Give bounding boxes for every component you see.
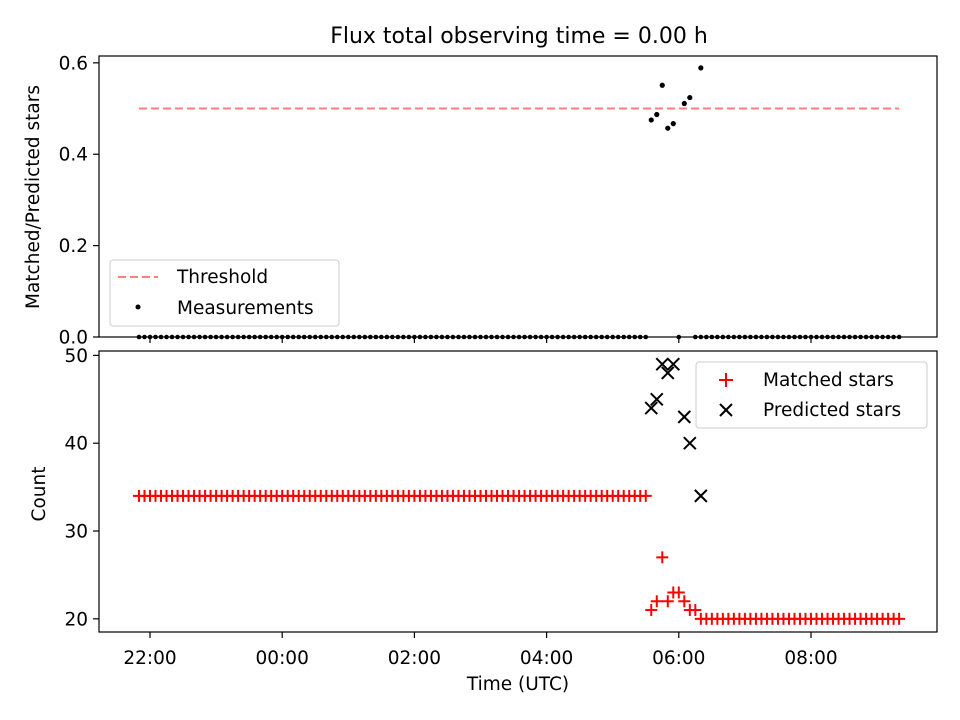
bottom-y-tick-label: 40 [64, 434, 88, 455]
legend-matched-swatch [719, 373, 733, 387]
bottom-y-axis-label: Count [29, 467, 50, 522]
legend-threshold-label: Threshold [176, 267, 268, 288]
legend-matched-label: Matched stars [763, 370, 894, 391]
top-x-tick-marks [149, 337, 812, 343]
predicted-star-point [644, 401, 658, 415]
bottom-x-axis: 22:00 00:00 02:00 04:00 06:00 08:00 [123, 632, 838, 669]
top-legend-frame [109, 259, 340, 327]
matched-star-point [672, 586, 685, 599]
bottom-plot-area [132, 357, 906, 625]
matched-star-point [650, 595, 663, 608]
top-panel: 0.0 0.2 0.4 0.6 Matched/Predicted stars Thr… [23, 53, 938, 349]
bottom-x-tick-label: 00:00 [256, 648, 309, 669]
bottom-y-tick-label: 50 [64, 346, 88, 367]
bottom-y-axis: 20 30 40 50 [64, 346, 99, 630]
predicted-star-point [650, 392, 664, 407]
top-y-tick-label: 0.2 [59, 236, 88, 257]
top-y-tick-label: 0.6 [59, 53, 88, 74]
bottom-x-tick-label: 04:00 [520, 648, 573, 669]
top-y-tick-label: 0.0 [59, 328, 88, 349]
top-legend: Threshold Measurements [109, 259, 340, 327]
predicted-star-point [666, 357, 680, 371]
x-axis-label: Time (UTC) [466, 674, 569, 695]
matched-star-point [893, 612, 906, 625]
measurement-point [670, 121, 676, 127]
measurement-point [648, 117, 654, 123]
matched-star-point [656, 551, 669, 564]
bottom-legend: Matched stars Predicted stars [695, 361, 928, 429]
predicted-star-point [661, 366, 675, 380]
measurement-point [698, 65, 704, 71]
matched-star-point [694, 612, 707, 625]
bottom-x-tick-label: 02:00 [388, 648, 441, 669]
top-y-axis-label: Matched/Predicted stars [23, 85, 44, 309]
bottom-x-tick-label: 06:00 [652, 648, 705, 669]
top-y-axis: 0.0 0.2 0.4 0.6 [59, 53, 99, 349]
measurement-point [654, 111, 660, 118]
predicted-star-point [655, 357, 669, 371]
measurement-point [665, 125, 671, 131]
matched-star-point [661, 595, 674, 608]
matched-star-point [678, 595, 691, 608]
legend-measurements-label: Measurements [177, 298, 314, 319]
top-y-tick-label: 0.4 [59, 145, 88, 166]
chart-title: Flux total observing time = 0.00 h [330, 24, 708, 49]
measurement-point [681, 100, 687, 107]
legend-measurements-swatch [135, 304, 141, 310]
legend-predicted-swatch [719, 403, 733, 417]
bottom-x-tick-label: 08:00 [784, 648, 837, 669]
bottom-y-tick-label: 30 [64, 522, 88, 543]
predicted-star-point [694, 489, 708, 503]
bottom-x-tick-label: 22:00 [123, 648, 176, 669]
bottom-y-tick-label: 20 [64, 609, 88, 630]
matched-star-point [639, 489, 652, 502]
measurement-point [687, 94, 693, 101]
bottom-legend-frame [695, 361, 928, 429]
measurement-point [659, 82, 665, 88]
top-plot-area [136, 65, 902, 340]
predicted-star-point [683, 436, 697, 450]
matched-star-point [689, 604, 702, 617]
matched-star-point [645, 604, 658, 617]
predicted-star-point [677, 410, 692, 424]
top-axes-frame [98, 55, 938, 338]
bottom-axes-frame [98, 350, 938, 633]
legend-predicted-label: Predicted stars [763, 400, 901, 421]
